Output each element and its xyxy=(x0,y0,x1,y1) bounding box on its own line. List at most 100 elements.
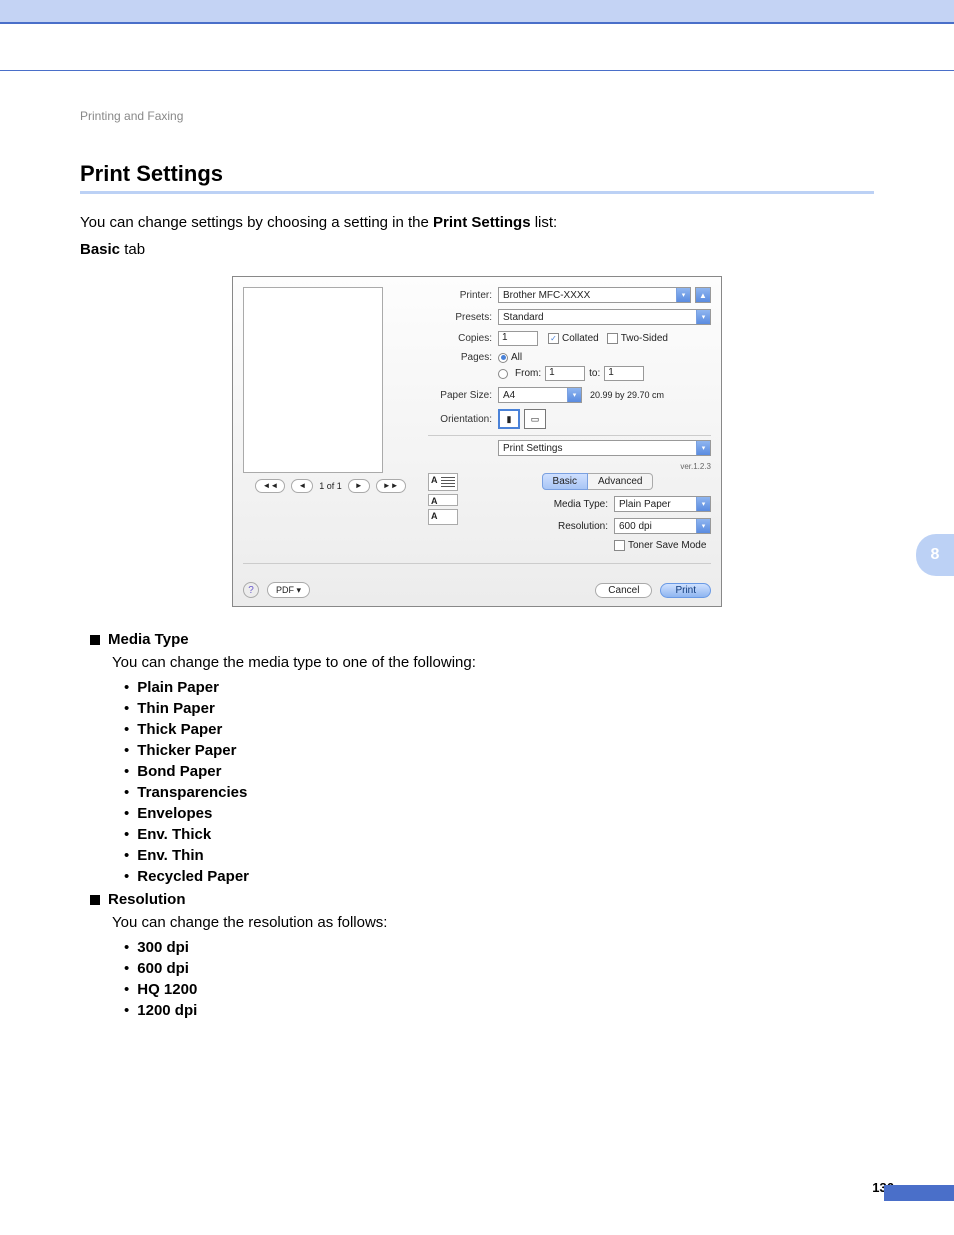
list-item: •Recycled Paper xyxy=(124,868,874,885)
to-label: to: xyxy=(589,368,600,379)
printer-select[interactable]: Brother MFC-XXXX ▾ xyxy=(498,287,691,303)
item-text: 600 dpi xyxy=(137,960,189,977)
two-sided-label: Two-Sided xyxy=(621,333,668,344)
printer-info-button[interactable]: ▲ xyxy=(695,287,711,303)
help-icon[interactable]: ? xyxy=(243,582,259,598)
pages-range-radio[interactable] xyxy=(498,369,508,379)
breadcrumb: Printing and Faxing xyxy=(80,109,874,123)
list-item: •HQ 1200 xyxy=(124,981,874,998)
header-rule xyxy=(0,70,954,71)
media-type-title: Media Type xyxy=(108,631,189,648)
item-text: 300 dpi xyxy=(137,939,189,956)
from-input[interactable]: 1 xyxy=(545,366,585,381)
resolution-value: 600 dpi xyxy=(619,521,652,532)
advanced-tab[interactable]: Advanced xyxy=(588,473,653,490)
item-text: Thicker Paper xyxy=(137,742,236,759)
pdf-button[interactable]: PDF ▾ xyxy=(267,582,310,598)
collated-label: Collated xyxy=(562,333,599,344)
copies-label: Copies: xyxy=(428,333,498,344)
list-item: •Plain Paper xyxy=(124,679,874,696)
intro-post: list: xyxy=(531,214,558,231)
dropdown-icon: ▾ xyxy=(676,288,690,302)
pages-all-label: All xyxy=(511,352,522,363)
papersize-select[interactable]: A4 ▾ xyxy=(498,387,582,403)
two-sided-checkbox[interactable] xyxy=(607,333,618,344)
cancel-button[interactable]: Cancel xyxy=(595,583,652,598)
page-indicator: 1 of 1 xyxy=(319,481,342,491)
list-item: •Bond Paper xyxy=(124,763,874,780)
square-bullet-icon xyxy=(90,895,100,905)
toner-save-label: Toner Save Mode xyxy=(628,540,706,551)
media-type-select[interactable]: Plain Paper ▾ xyxy=(614,496,711,512)
dropdown-icon: ▾ xyxy=(696,519,710,533)
intro-bold: Print Settings xyxy=(433,214,531,231)
layout-thumb xyxy=(428,494,458,506)
presets-select[interactable]: Standard ▾ xyxy=(498,309,711,325)
media-type-value: Plain Paper xyxy=(619,499,671,510)
list-item: •1200 dpi xyxy=(124,1002,874,1019)
resolution-field-label: Resolution: xyxy=(484,521,614,532)
page-title: Print Settings xyxy=(80,161,874,187)
list-item: •Env. Thin xyxy=(124,847,874,864)
panel-select[interactable]: Print Settings ▾ xyxy=(498,440,711,456)
toner-save-checkbox[interactable] xyxy=(614,540,625,551)
square-bullet-icon xyxy=(90,635,100,645)
intro-text: You can change settings by choosing a se… xyxy=(80,214,874,231)
landscape-button[interactable]: ▭ xyxy=(524,409,546,429)
presets-label: Presets: xyxy=(428,312,498,323)
pages-all-radio[interactable] xyxy=(498,353,508,363)
preview-column: ◄◄ ◄ 1 of 1 ► ►► xyxy=(243,287,418,557)
panel-value: Print Settings xyxy=(503,443,562,454)
prev-page-button[interactable]: ◄ xyxy=(291,479,313,493)
papersize-value: A4 xyxy=(503,390,515,401)
list-item: •Transparencies xyxy=(124,784,874,801)
collated-checkbox[interactable]: ✓ xyxy=(548,333,559,344)
next-page-button[interactable]: ► xyxy=(348,479,370,493)
basic-tab[interactable]: Basic xyxy=(542,473,588,490)
item-text: Thin Paper xyxy=(137,700,215,717)
list-item: •Thicker Paper xyxy=(124,742,874,759)
orientation-label: Orientation: xyxy=(428,414,498,425)
item-text: Thick Paper xyxy=(137,721,222,738)
first-page-button[interactable]: ◄◄ xyxy=(255,479,285,493)
footer-accent xyxy=(884,1185,954,1201)
page-preview xyxy=(243,287,383,473)
item-text: Transparencies xyxy=(137,784,247,801)
copies-input[interactable]: 1 xyxy=(498,331,538,346)
item-text: Envelopes xyxy=(137,805,212,822)
tab-label-line: Basic tab xyxy=(80,241,874,258)
pages-label: Pages: xyxy=(428,352,498,363)
media-type-heading: Media Type xyxy=(90,631,874,648)
resolution-desc: You can change the resolution as follows… xyxy=(112,914,874,931)
form-column: Printer: Brother MFC-XXXX ▾ ▲ Presets: S… xyxy=(428,287,711,557)
item-text: Plain Paper xyxy=(137,679,219,696)
separator xyxy=(428,435,711,436)
list-item: •300 dpi xyxy=(124,939,874,956)
layout-thumbs xyxy=(428,473,478,557)
papersize-label: Paper Size: xyxy=(428,390,498,401)
portrait-button[interactable]: ▮ xyxy=(498,409,520,429)
tab-name: Basic xyxy=(80,241,120,258)
list-item: •Env. Thick xyxy=(124,826,874,843)
item-text: Recycled Paper xyxy=(137,868,249,885)
to-input[interactable]: 1 xyxy=(604,366,644,381)
dropdown-icon: ▾ xyxy=(696,497,710,511)
resolution-title: Resolution xyxy=(108,891,186,908)
resolution-select[interactable]: 600 dpi ▾ xyxy=(614,518,711,534)
printer-value: Brother MFC-XXXX xyxy=(503,290,590,301)
last-page-button[interactable]: ►► xyxy=(376,479,406,493)
version-text: ver.1.2.3 xyxy=(428,462,711,471)
page-content: Printing and Faxing Print Settings You c… xyxy=(0,24,954,1019)
print-button[interactable]: Print xyxy=(660,583,711,598)
pager-row: ◄◄ ◄ 1 of 1 ► ►► xyxy=(243,479,418,493)
from-label: From: xyxy=(515,368,541,379)
print-dialog: ◄◄ ◄ 1 of 1 ► ►► Printer: Brother MFC-XX… xyxy=(232,276,722,607)
item-text: Env. Thick xyxy=(137,826,211,843)
media-type-desc: You can change the media type to one of … xyxy=(112,654,874,671)
list-item: •Envelopes xyxy=(124,805,874,822)
layout-thumb xyxy=(428,509,458,525)
item-text: HQ 1200 xyxy=(137,981,197,998)
dropdown-icon: ▾ xyxy=(696,441,710,455)
dropdown-icon: ▾ xyxy=(696,310,710,324)
item-text: Bond Paper xyxy=(137,763,221,780)
